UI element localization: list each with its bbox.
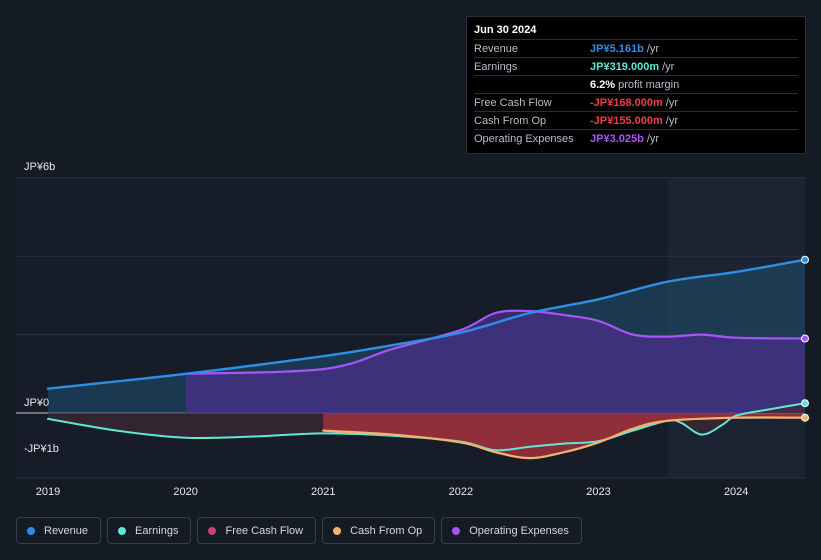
tooltip: Jun 30 2024 Revenue JP¥5.161b/yr Earnings J… — [466, 16, 806, 154]
x-tick-label: 2021 — [311, 486, 335, 498]
legend: Revenue Earnings Free Cash Flow Cash From O… — [16, 517, 582, 544]
legend-item-revenue[interactable]: Revenue — [16, 517, 102, 544]
legend-label: Cash From Op — [350, 524, 423, 537]
legend-label: Operating Expenses — [469, 524, 569, 537]
tooltip-row: Free Cash Flow -JP¥168.000m/yr — [474, 93, 798, 111]
revenue-end-marker — [801, 255, 809, 264]
revenue-line — [46, 258, 807, 390]
tooltip-row: Earnings JP¥319.000m/yr — [474, 57, 798, 75]
tooltip-row-value: -JP¥155.000m — [590, 114, 663, 127]
tooltip-row-label: Cash From Op — [474, 114, 547, 127]
legend-dot-icon — [452, 526, 461, 535]
tooltip-row-value: -JP¥168.000m — [590, 96, 663, 109]
tooltip-row-label: Operating Expenses — [474, 132, 574, 145]
operating-expenses-area — [185, 310, 806, 413]
tooltip-row: 6.2% profit margin — [474, 75, 798, 93]
tooltip-row-label: Free Cash Flow — [474, 96, 552, 109]
tooltip-row-unit: profit margin — [618, 78, 680, 91]
tooltip-row: Operating Expenses JP¥3.025b/yr — [474, 129, 798, 147]
tooltip-row-unit: /yr — [665, 114, 679, 127]
legend-item-cash-from-op[interactable]: Cash From Op — [322, 517, 436, 544]
tooltip-date: Jun 30 2024 — [474, 24, 537, 36]
tooltip-row-value: JP¥3.025b — [590, 132, 644, 145]
legend-dot-icon — [118, 526, 127, 535]
tooltip-row: Revenue JP¥5.161b/yr — [474, 39, 798, 57]
tooltip-row-unit: /yr — [646, 42, 660, 55]
legend-label: Earnings — [135, 524, 179, 537]
x-tick-label: 2020 — [173, 486, 197, 498]
legend-label: Free Cash Flow — [225, 524, 304, 537]
y-tick-label: JP¥6b — [24, 161, 55, 173]
free-cash-flow-area — [323, 413, 805, 459]
legend-dot-icon — [333, 526, 342, 535]
cash-from-op-end-marker — [801, 413, 809, 422]
x-tick-label: 2024 — [724, 486, 748, 498]
legend-dot-icon — [27, 526, 35, 535]
legend-item-earnings[interactable]: Earnings — [107, 517, 192, 544]
tooltip-row-value: JP¥5.161b — [590, 42, 644, 55]
y-tick-label: JP¥0 — [24, 397, 49, 409]
earnings-line — [47, 402, 806, 452]
tooltip-row-label: Earnings — [474, 60, 518, 73]
legend-dot-icon — [208, 526, 217, 535]
earnings-end-marker — [801, 399, 809, 408]
tooltip-row-unit: /yr — [662, 60, 675, 73]
tooltip-row-label: Revenue — [474, 42, 519, 55]
tooltip-row-unit: /yr — [646, 132, 660, 145]
legend-item-free-cash-flow[interactable]: Free Cash Flow — [197, 517, 317, 544]
y-tick-label: -JP¥1b — [24, 443, 59, 455]
legend-item-operating-expenses[interactable]: Operating Expenses — [441, 517, 582, 544]
operating-expenses-end-marker — [801, 334, 809, 343]
legend-label: Revenue — [44, 524, 89, 537]
tooltip-row-unit: /yr — [665, 96, 679, 109]
tooltip-row: Cash From Op -JP¥155.000m/yr — [474, 111, 798, 129]
x-tick-label: 2023 — [586, 486, 610, 498]
tooltip-row-value: 6.2% — [590, 78, 616, 91]
tooltip-row-value: JP¥319.000m — [590, 60, 660, 73]
x-tick-label: 2019 — [36, 486, 60, 498]
cash-from-op-line — [322, 416, 807, 460]
x-tick-label: 2022 — [449, 486, 473, 498]
operating-expenses-line — [184, 309, 807, 375]
